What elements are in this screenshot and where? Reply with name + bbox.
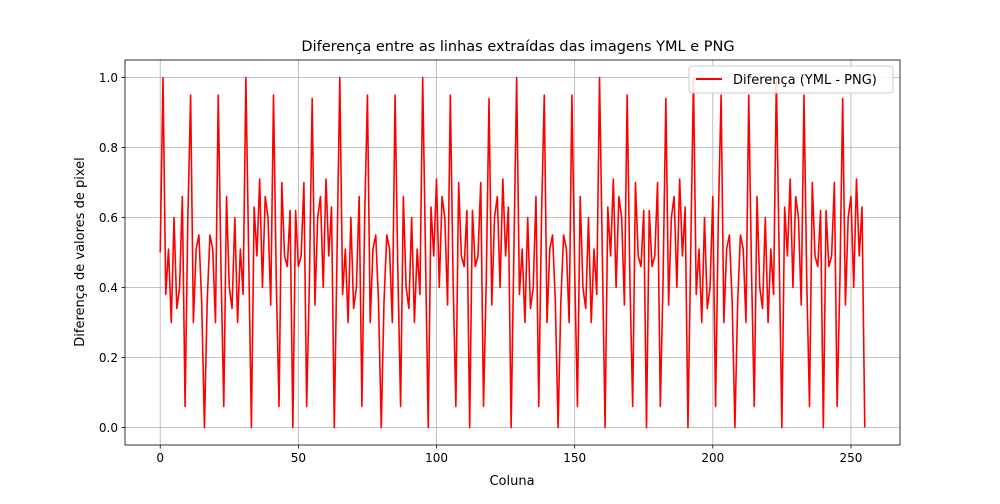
plot-frame xyxy=(124,59,901,446)
y-tick-label: 0.4 xyxy=(99,281,118,295)
y-tick-label: 0.6 xyxy=(99,211,118,225)
series-line xyxy=(159,76,866,429)
y-tick-label: 0.2 xyxy=(99,351,118,365)
x-tick-label: 150 xyxy=(563,451,586,465)
x-tick-label: 250 xyxy=(840,451,863,465)
series-layer xyxy=(159,76,866,429)
legend: Diferença (YML - PNG) xyxy=(688,65,894,94)
y-tick-label: 1.0 xyxy=(99,71,118,85)
y-axis-label: Diferença de valores de pixel xyxy=(73,157,88,346)
y-tick-label: 0.8 xyxy=(99,141,118,155)
x-axis-label: Coluna xyxy=(489,474,534,489)
x-tick-label: 200 xyxy=(701,451,724,465)
x-tick-label: 0 xyxy=(156,451,164,465)
chart-title: Diferença entre as linhas extraídas das … xyxy=(301,39,734,55)
grid xyxy=(125,60,900,445)
legend-label: Diferença (YML - PNG) xyxy=(733,73,877,88)
y-tick-label: 0.0 xyxy=(99,421,118,435)
x-tick-label: 50 xyxy=(291,451,306,465)
axis-ticks: 0 50 100 150 200 250 0.0 0.2 0.4 0.6 0.8 1.0 xyxy=(99,71,863,465)
x-tick-label: 100 xyxy=(425,451,448,465)
legend-box xyxy=(688,65,894,94)
